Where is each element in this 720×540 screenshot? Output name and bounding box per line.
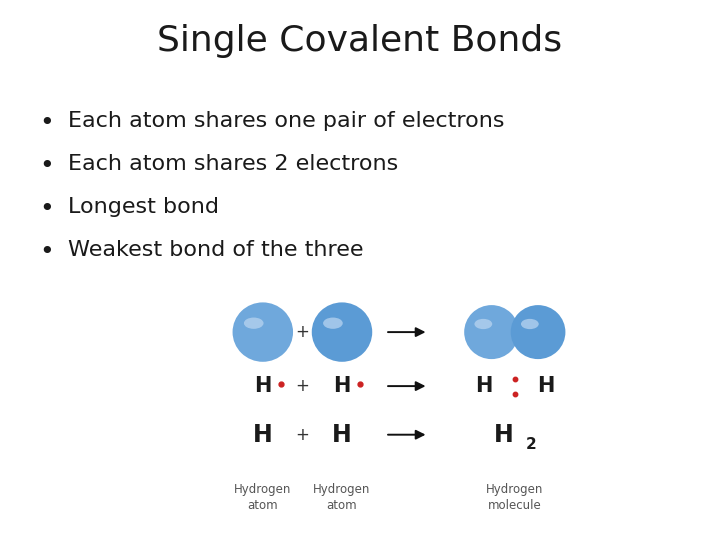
Text: •: • xyxy=(40,154,54,178)
Text: H: H xyxy=(333,376,351,396)
Text: H: H xyxy=(254,376,271,396)
Text: Each atom shares 2 electrons: Each atom shares 2 electrons xyxy=(68,154,399,174)
Ellipse shape xyxy=(521,319,539,329)
Text: H: H xyxy=(475,376,492,396)
Text: Hydrogen
atom: Hydrogen atom xyxy=(234,483,292,512)
Text: H: H xyxy=(253,423,273,447)
Text: Hydrogen
molecule: Hydrogen molecule xyxy=(486,483,544,512)
Text: •: • xyxy=(40,111,54,134)
Ellipse shape xyxy=(510,305,565,359)
Text: Longest bond: Longest bond xyxy=(68,197,220,217)
Ellipse shape xyxy=(233,302,293,362)
Ellipse shape xyxy=(312,302,372,362)
Text: Weakest bond of the three: Weakest bond of the three xyxy=(68,240,364,260)
Text: Single Covalent Bonds: Single Covalent Bonds xyxy=(158,24,562,58)
Ellipse shape xyxy=(323,318,343,329)
Ellipse shape xyxy=(244,318,264,329)
Text: Each atom shares one pair of electrons: Each atom shares one pair of electrons xyxy=(68,111,505,131)
Text: +: + xyxy=(295,323,310,341)
Text: H: H xyxy=(537,376,554,396)
Text: Hydrogen
atom: Hydrogen atom xyxy=(313,483,371,512)
Text: •: • xyxy=(40,197,54,221)
Text: H: H xyxy=(332,423,352,447)
Ellipse shape xyxy=(464,305,519,359)
Text: •: • xyxy=(40,240,54,264)
Text: 2: 2 xyxy=(526,437,536,452)
Text: +: + xyxy=(295,377,310,395)
Text: +: + xyxy=(295,426,310,444)
Text: H: H xyxy=(494,423,514,447)
Ellipse shape xyxy=(474,319,492,329)
